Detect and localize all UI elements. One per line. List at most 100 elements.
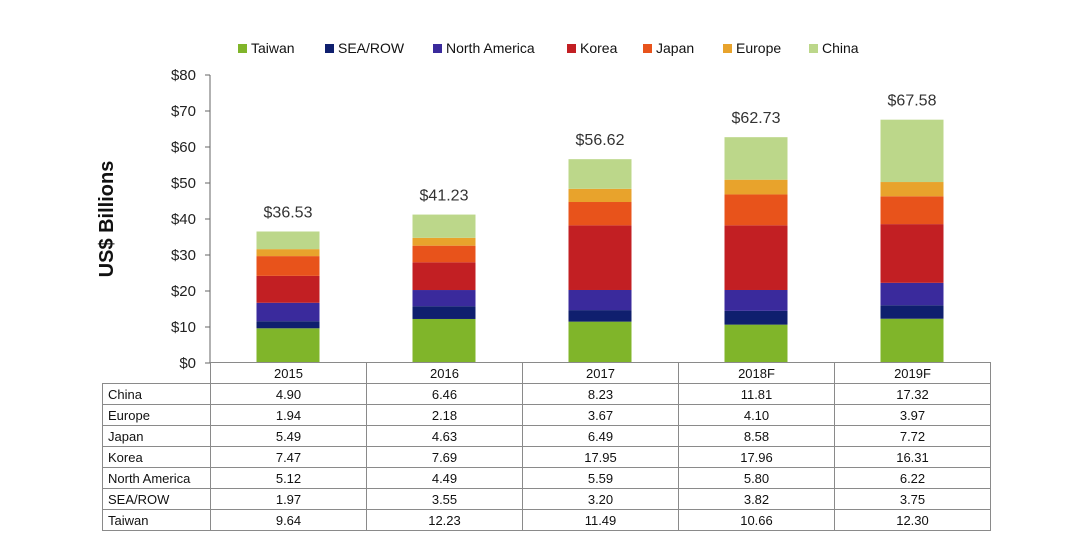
y-tick-label: $40 [171,211,196,228]
total-label-2015: $36.53 [264,204,313,221]
bar-2016-japan [412,245,476,263]
table-header-row: 2015 2016 2017 2018F 2019F [102,362,991,384]
table-cell: 7.69 [366,446,523,468]
legend-label-china: China [822,40,859,56]
table-header-2019f: 2019F [834,362,991,384]
total-label-2018f: $62.73 [732,110,781,127]
legend-label-korea: Korea [580,40,618,56]
y-axis: $0$10$20$30$40$50$60$70$80 [171,67,211,372]
bar-2015-taiwan [256,328,320,363]
table-row-label: Europe [102,404,211,426]
table-corner-cell [102,362,211,384]
total-label-2017: $56.62 [576,132,625,149]
y-tick-label: $80 [171,67,196,84]
table-cell: 5.12 [210,467,367,489]
table-cell: 6.49 [522,425,679,447]
table-cell: 3.67 [522,404,679,426]
table-row-japan: Japan 5.49 4.63 6.49 8.58 7.72 [102,425,991,447]
legend-item-japan: Japan [643,40,694,56]
bar-2017-europe [568,188,632,203]
data-table: 2015 2016 2017 2018F 2019F China 4.90 6.46 8.23… [102,362,991,531]
bar-2016-europe [412,237,476,246]
table-cell: 5.80 [678,467,835,489]
total-label-2016: $41.23 [420,188,469,205]
table-cell: 7.72 [834,425,991,447]
table-cell: 10.66 [678,509,835,531]
bar-2017-korea [568,225,632,290]
table-header-2018f: 2018F [678,362,835,384]
table-row-label: China [102,383,211,405]
bar-2018f-north-america [724,289,788,311]
legend-item-china: China [809,40,859,56]
legend-swatch-europe [723,44,732,53]
table-cell: 17.32 [834,383,991,405]
table-cell: 6.22 [834,467,991,489]
table-cell: 4.90 [210,383,367,405]
legend-swatch-sea-row [325,44,334,53]
bar-2019f-sea-row [880,305,944,319]
legend-label-north-america: North America [446,40,535,56]
bar-2015-japan [256,256,320,276]
bar-2019f-europe [880,182,944,197]
table-header-2017: 2017 [522,362,679,384]
legend-label-europe: Europe [736,40,781,56]
table-cell: 3.82 [678,488,835,510]
table-cell: 5.49 [210,425,367,447]
bar-2019f-china [880,119,944,183]
legend-item-taiwan: Taiwan [238,40,295,56]
bar-stack-2017 [568,159,632,363]
bar-stack-2019f [880,119,944,363]
bar-2018f-japan [724,194,788,226]
y-tick-label: $10 [171,319,196,336]
bars-group [256,119,944,363]
bar-2017-north-america [568,289,632,311]
legend-label-japan: Japan [656,40,694,56]
bar-2019f-korea [880,224,944,283]
table-cell: 3.97 [834,404,991,426]
bar-2018f-china [724,137,788,180]
y-tick-label: $70 [171,103,196,120]
bar-2015-sea-row [256,321,320,329]
y-tick-label: $60 [171,139,196,156]
table-cell: 9.64 [210,509,367,531]
table-cell: 3.20 [522,488,679,510]
bar-2015-china [256,231,320,250]
table-cell: 4.10 [678,404,835,426]
table-cell: 8.58 [678,425,835,447]
bar-2017-japan [568,202,632,226]
bar-2015-europe [256,249,320,257]
table-row-label: North America [102,467,211,489]
legend-swatch-taiwan [238,44,247,53]
legend-swatch-north-america [433,44,442,53]
table-row-north-america: North America 5.12 4.49 5.59 5.80 6.22 [102,467,991,489]
bar-2016-korea [412,262,476,291]
table-row-china: China 4.90 6.46 8.23 11.81 17.32 [102,383,991,405]
table-row-label: Japan [102,425,211,447]
table-cell: 8.23 [522,383,679,405]
bar-2016-china [412,214,476,238]
table-row-label: SEA/ROW [102,488,211,510]
table-cell: 3.55 [366,488,523,510]
legend-swatch-china [809,44,818,53]
y-axis-label: US$ Billions [96,161,118,278]
table-header-2016: 2016 [366,362,523,384]
table-cell: 16.31 [834,446,991,468]
table-row-europe: Europe 1.94 2.18 3.67 4.10 3.97 [102,404,991,426]
table-cell: 12.30 [834,509,991,531]
table-row-sea-row: SEA/ROW 1.97 3.55 3.20 3.82 3.75 [102,488,991,510]
bar-2016-sea-row [412,306,476,319]
table-cell: 17.96 [678,446,835,468]
y-tick-label: $30 [171,247,196,264]
bar-2017-taiwan [568,321,632,363]
legend-item-sea-row: SEA/ROW [325,40,405,56]
bar-stack-2016 [412,214,476,363]
chart-legend: Taiwan SEA/ROW North America Korea Japan Euro… [238,40,859,56]
bar-2016-north-america [412,290,476,307]
table-cell: 12.23 [366,509,523,531]
bar-2018f-sea-row [724,310,788,325]
legend-label-taiwan: Taiwan [251,40,295,56]
bar-2017-sea-row [568,310,632,322]
bar-2019f-taiwan [880,318,944,363]
legend-swatch-korea [567,44,576,53]
table-cell: 4.63 [366,425,523,447]
